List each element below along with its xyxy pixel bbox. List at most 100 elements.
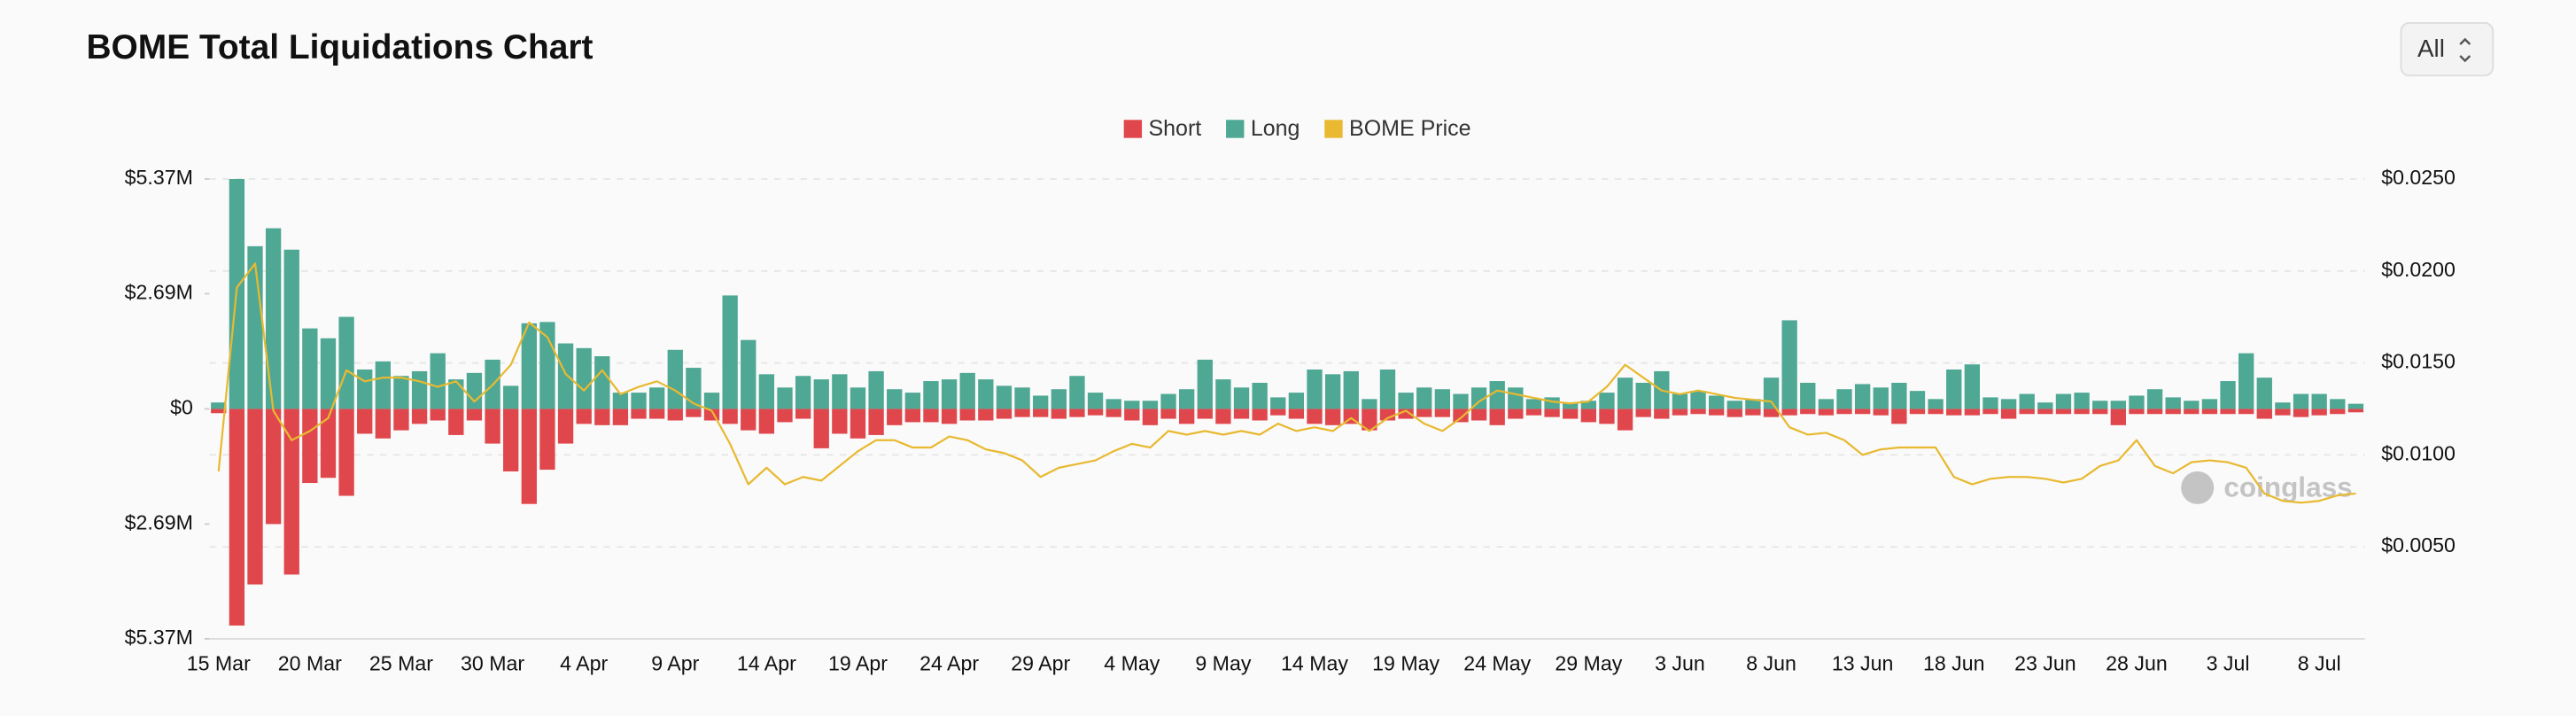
x-tick-label: 14 May <box>1281 652 1348 675</box>
bar <box>741 409 757 431</box>
range-selector[interactable]: All <box>2400 22 2495 77</box>
selector-box[interactable] <box>2400 22 2495 77</box>
bar <box>1051 409 1067 419</box>
bar <box>1178 389 1195 409</box>
bar <box>430 353 446 409</box>
bar <box>1745 399 1761 409</box>
bar <box>2055 393 2072 409</box>
y-tick-label: $5.37M <box>125 166 193 189</box>
bar <box>503 409 519 471</box>
x-tick-label: 23 Jun <box>2014 652 2076 675</box>
y2-tick-label: $0.0250 <box>2381 166 2456 189</box>
x-tick-label: 3 Jun <box>1655 652 1705 675</box>
bar <box>1142 401 1159 409</box>
bar <box>923 381 939 409</box>
bar <box>832 374 848 409</box>
bar <box>1982 409 1998 415</box>
bar <box>1946 370 1962 409</box>
bar <box>959 372 975 409</box>
bar <box>430 409 446 421</box>
bar <box>1470 409 1487 421</box>
bar <box>557 343 574 409</box>
bar <box>211 402 227 409</box>
bar <box>229 409 245 626</box>
bar <box>832 409 848 434</box>
bar <box>904 393 921 409</box>
bar <box>1124 409 1140 421</box>
bar <box>1416 387 1432 409</box>
bar <box>1873 409 1889 416</box>
bar <box>1324 409 1341 425</box>
bar <box>1854 384 1871 409</box>
bar <box>686 368 702 409</box>
bar <box>1197 409 1213 419</box>
bar <box>703 393 720 409</box>
y2-tick-label: $0.0200 <box>2381 258 2456 281</box>
legend-swatch <box>1123 120 1143 138</box>
bar <box>1525 409 1542 416</box>
legend-label: Long <box>1251 116 1300 141</box>
bar <box>594 409 610 425</box>
y-tick-label: $0 <box>170 396 193 419</box>
bar <box>1964 409 1981 416</box>
bar <box>1416 409 1432 417</box>
x-tick-label: 9 May <box>1195 652 1251 675</box>
x-tick-label: 19 Apr <box>828 652 888 675</box>
bar <box>2055 409 2072 415</box>
bar <box>887 409 903 425</box>
bar <box>521 409 537 504</box>
bar <box>1690 391 1706 409</box>
y-tick-label: $2.69M <box>125 511 193 534</box>
bar <box>1745 409 1761 416</box>
bar <box>2037 402 2053 409</box>
bar <box>2146 409 2163 415</box>
bar <box>1763 377 1780 409</box>
bar <box>1362 409 1377 431</box>
bar <box>2256 409 2272 419</box>
bar <box>2184 401 2200 409</box>
bar <box>2019 409 2035 415</box>
bar <box>320 338 337 409</box>
bar <box>1818 399 1835 409</box>
bar <box>393 409 409 431</box>
bar <box>2330 409 2346 415</box>
bar <box>941 379 958 409</box>
selector-label[interactable]: All <box>2417 35 2445 62</box>
bar <box>1398 409 1414 419</box>
bar <box>941 409 958 424</box>
x-tick-label: 19 May <box>1372 652 1439 675</box>
bar <box>338 409 354 496</box>
bar <box>283 409 299 575</box>
y2-tick-label: $0.0150 <box>2381 350 2456 373</box>
bar <box>1489 381 1505 409</box>
bar <box>1654 409 1670 419</box>
bar <box>375 361 391 409</box>
bar <box>411 370 428 409</box>
bar <box>1324 374 1341 409</box>
bar <box>1252 409 1268 421</box>
bar <box>338 316 354 409</box>
bar <box>1178 409 1195 424</box>
bar <box>2220 381 2236 409</box>
bar <box>2311 409 2327 416</box>
bar <box>2092 409 2108 415</box>
bar <box>283 249 299 409</box>
bar <box>1343 370 1359 409</box>
bar <box>996 409 1013 419</box>
bar <box>813 379 829 409</box>
chart-title: BOME Total Liquidations Chart <box>86 28 593 66</box>
bar <box>1233 409 1250 419</box>
bar <box>1763 409 1780 417</box>
bar <box>1398 393 1414 409</box>
bar <box>247 409 263 585</box>
bar <box>2037 409 2053 415</box>
x-tick-label: 25 Mar <box>369 652 433 675</box>
bar <box>2256 377 2272 409</box>
bar <box>557 409 574 444</box>
bar <box>357 409 373 434</box>
bar <box>393 376 409 409</box>
bar <box>1544 397 1560 409</box>
bar <box>2184 409 2200 415</box>
bar <box>2293 393 2309 409</box>
bar <box>1818 409 1835 416</box>
